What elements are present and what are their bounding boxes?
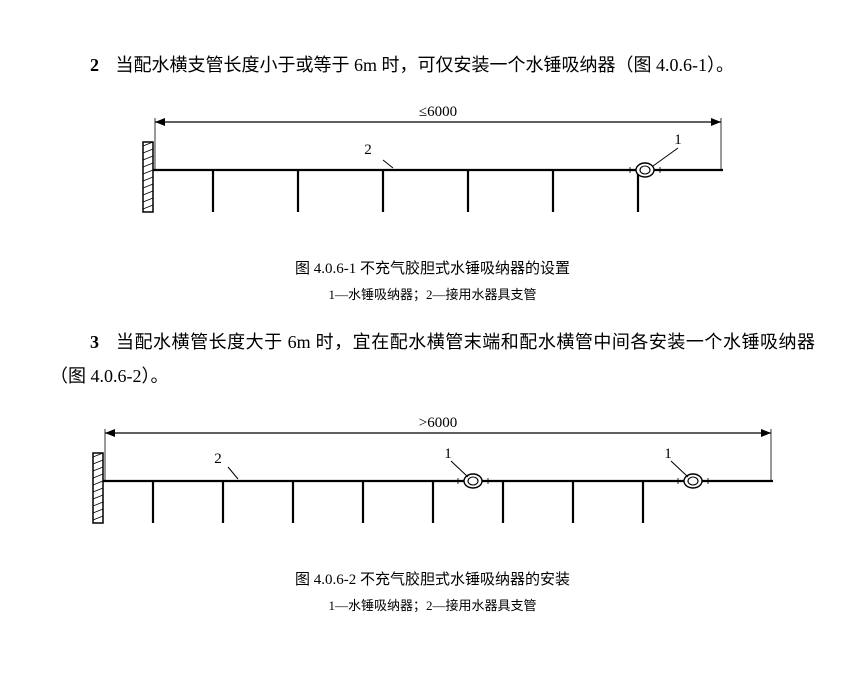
para-section-2: 2 当配水横支管长度小于或等于 6m 时，可仅安装一个水锤吸纳器（图 4.0.6… — [50, 48, 815, 82]
svg-text:≤6000: ≤6000 — [418, 104, 456, 120]
figure-2-diagram: >6000 2 1 1 — [73, 403, 793, 553]
figure-1-caption: 图 4.0.6-1 不充气胶胆式水锤吸纳器的设置 1—水锤吸纳器；2—接用水器具… — [50, 256, 815, 306]
figure-2-caption: 图 4.0.6-2 不充气胶胆式水锤吸纳器的安装 1—水锤吸纳器；2—接用水器具… — [50, 567, 815, 617]
figure-2-caption-legend: 1—水锤吸纳器；2—接用水器具支管 — [50, 594, 815, 617]
svg-text:1: 1 — [444, 446, 452, 462]
figure-1-caption-legend: 1—水锤吸纳器；2—接用水器具支管 — [50, 283, 815, 306]
figure-2-caption-title: 图 4.0.6-2 不充气胶胆式水锤吸纳器的安装 — [50, 567, 815, 594]
svg-text:2: 2 — [364, 142, 372, 158]
svg-text:1: 1 — [674, 132, 682, 148]
figure-1-caption-title: 图 4.0.6-1 不充气胶胆式水锤吸纳器的设置 — [50, 256, 815, 283]
svg-text:2: 2 — [214, 451, 222, 467]
figure-1-diagram: ≤6000 2 1 — [123, 92, 743, 242]
section-text-2: 当配水横支管长度小于或等于 6m 时，可仅安装一个水锤吸纳器（图 4.0.6-1… — [116, 55, 735, 75]
para-section-3: 3 当配水横管长度大于 6m 时，宜在配水横管末端和配水横管中间各安装一个水锤吸… — [50, 325, 815, 393]
section-text-3: 当配水横管长度大于 6m 时，宜在配水横管末端和配水横管中间各安装一个水锤吸纳器… — [50, 332, 815, 386]
figure-2-wrap: >6000 2 1 1 — [50, 403, 815, 553]
figure-1-wrap: ≤6000 2 1 — [50, 92, 815, 242]
svg-text:>6000: >6000 — [418, 415, 456, 431]
svg-text:1: 1 — [664, 446, 672, 462]
section-num-2: 2 — [90, 55, 99, 75]
section-num-3: 3 — [90, 332, 99, 352]
